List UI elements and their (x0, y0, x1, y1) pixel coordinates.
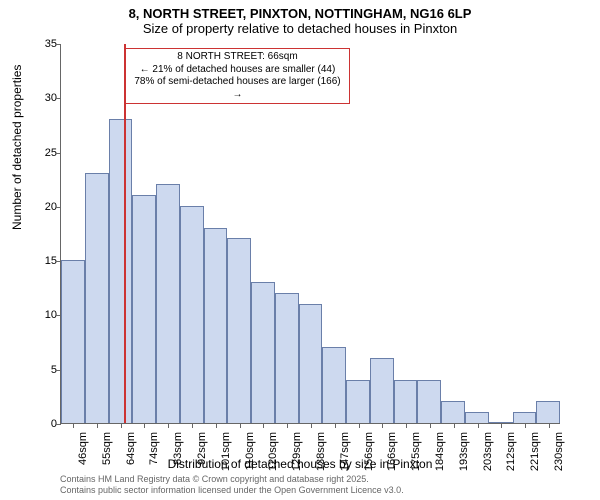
histogram-chart: 8 NORTH STREET: 66sqm ← 21% of detached … (60, 44, 560, 424)
annotation-line2: ← 21% of detached houses are smaller (44… (130, 64, 345, 77)
histogram-bar (109, 119, 133, 423)
x-axis-label: Distribution of detached houses by size … (0, 457, 600, 471)
histogram-bar (322, 347, 346, 423)
footer-line2: Contains public sector information licen… (60, 485, 404, 496)
y-axis-label: Number of detached properties (10, 65, 24, 230)
histogram-bar (441, 401, 465, 423)
histogram-bar (394, 380, 418, 423)
histogram-bar (417, 380, 441, 423)
page-title: 8, NORTH STREET, PINXTON, NOTTINGHAM, NG… (0, 6, 600, 21)
histogram-bar (370, 358, 394, 423)
histogram-bar (85, 173, 109, 423)
histogram-bar (536, 401, 560, 423)
histogram-bar (180, 206, 204, 423)
y-tick: 0 (31, 418, 57, 430)
histogram-bar (251, 282, 275, 423)
histogram-bar (204, 228, 228, 423)
y-tick: 35 (31, 38, 57, 50)
y-tick: 10 (31, 309, 57, 321)
page-subtitle: Size of property relative to detached ho… (0, 21, 600, 36)
histogram-bar (513, 412, 537, 423)
histogram-bar (275, 293, 299, 423)
histogram-bar (299, 304, 323, 423)
histogram-bar (61, 260, 85, 423)
y-tick: 30 (31, 92, 57, 104)
annotation-line1: 8 NORTH STREET: 66sqm (130, 51, 345, 64)
histogram-bar (227, 238, 251, 423)
y-tick: 25 (31, 147, 57, 159)
y-tick: 15 (31, 255, 57, 267)
histogram-bar (465, 412, 489, 423)
histogram-bar (132, 195, 156, 423)
annotation-line3: 78% of semi-detached houses are larger (… (130, 76, 345, 101)
annotation-box: 8 NORTH STREET: 66sqm ← 21% of detached … (125, 48, 350, 104)
histogram-bar (156, 184, 180, 423)
y-tick: 20 (31, 201, 57, 213)
histogram-bar (346, 380, 370, 423)
footer-line1: Contains HM Land Registry data © Crown c… (60, 474, 404, 485)
footer-attribution: Contains HM Land Registry data © Crown c… (60, 474, 404, 496)
y-tick: 5 (31, 364, 57, 376)
